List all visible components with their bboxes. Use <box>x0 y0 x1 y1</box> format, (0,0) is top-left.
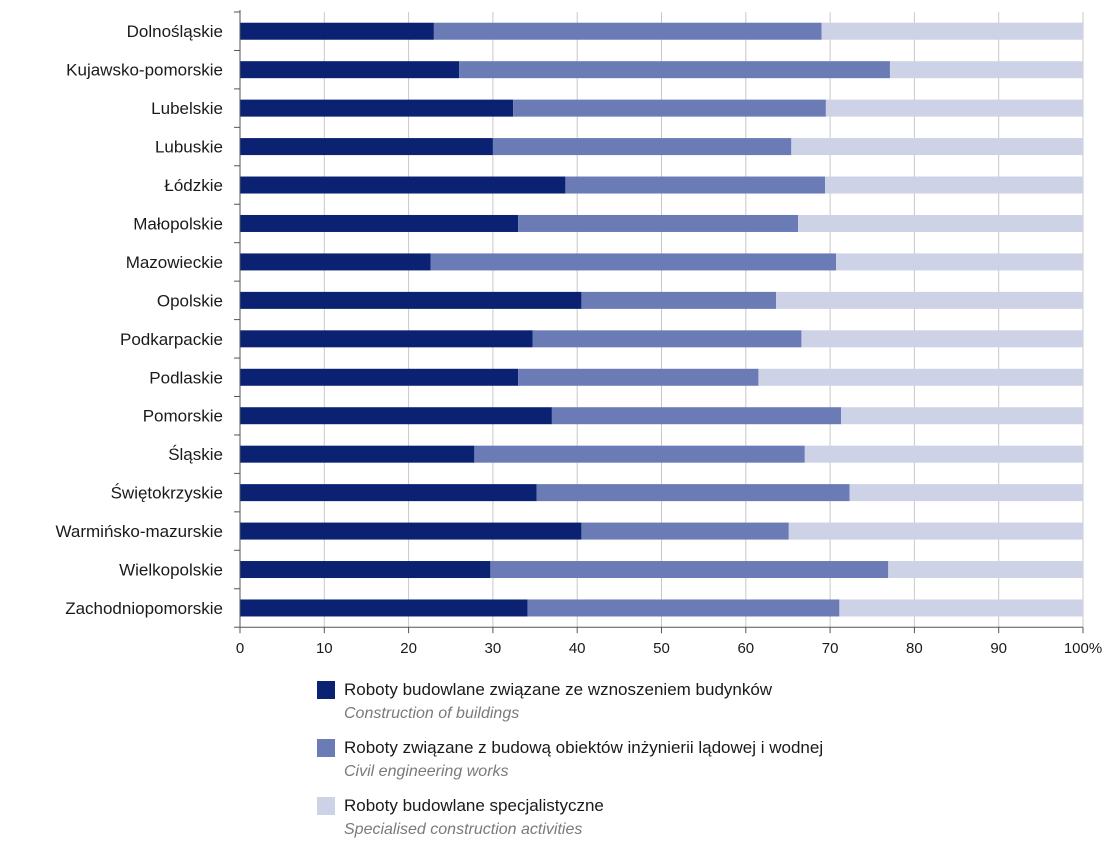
bar-segment-series-1 <box>581 291 777 309</box>
x-tick-labels: 0 10 20 30 40 50 60 70 80 90 100% <box>236 640 1102 657</box>
bar-segment-series-2 <box>888 561 1083 579</box>
bar-segment-series-2 <box>839 599 1083 617</box>
bar-segment-series-2 <box>889 61 1083 79</box>
category-label: Pomorskie <box>143 407 223 426</box>
category-label: Lubelskie <box>151 99 223 118</box>
legend-label-en: Construction of buildings <box>344 705 520 722</box>
legend-label-en: Civil engineering works <box>344 763 509 780</box>
bar-segment-series-0 <box>240 407 552 425</box>
bar-segment-series-2 <box>776 291 1083 309</box>
bar-segment-series-0 <box>240 22 434 40</box>
bar-segment-series-1 <box>581 522 789 540</box>
legend: Roboty budowlane związane ze wznoszeniem… <box>317 680 1077 854</box>
legend-swatch-buildings <box>317 681 335 699</box>
bar-segment-series-1 <box>551 407 842 425</box>
stacked-bar-chart: Dolnośląskie Kujawsko-pomorskie Lubelskie L… <box>55 10 1102 657</box>
x-tick-label: 30 <box>485 640 502 657</box>
category-label: Kujawsko-pomorskie <box>66 61 223 80</box>
legend-swatch-specialised <box>317 797 335 815</box>
bar-segment-series-0 <box>240 176 566 194</box>
bar-segment-series-1 <box>518 214 799 232</box>
legend-item-specialised: Roboty budowlane specjalistyczne Special… <box>317 796 1077 854</box>
bars <box>240 22 1083 617</box>
category-label: Śląskie <box>168 445 223 464</box>
category-label: Łódzkie <box>164 176 223 195</box>
bar-segment-series-0 <box>240 253 431 271</box>
category-label: Warmińsko-mazurskie <box>55 522 223 541</box>
bar-segment-series-2 <box>821 22 1083 40</box>
legend-swatch-civil <box>317 739 335 757</box>
bar-segment-series-0 <box>240 561 491 579</box>
x-tick-label: 20 <box>400 640 417 657</box>
legend-label-pl: Roboty związane z budową obiektów inżyni… <box>344 738 824 757</box>
bar-segment-series-2 <box>825 176 1083 194</box>
bar-segment-series-1 <box>532 330 802 348</box>
category-label: Wielkopolskie <box>119 561 223 580</box>
x-tick-label: 50 <box>653 640 670 657</box>
legend-label-en: Specialised construction activities <box>344 821 583 838</box>
legend-label-pl: Roboty budowlane związane ze wznoszeniem… <box>344 680 773 699</box>
x-tick-label: 90 <box>990 640 1007 657</box>
bar-segment-series-1 <box>433 22 822 40</box>
x-tick-label: 70 <box>822 640 839 657</box>
legend-item-buildings: Roboty budowlane związane ze wznoszeniem… <box>317 680 1077 738</box>
bar-segment-series-2 <box>791 138 1083 156</box>
x-tick-label: 40 <box>569 640 586 657</box>
x-tick-label: 0 <box>236 640 244 657</box>
category-label: Podkarpackie <box>120 330 223 349</box>
bar-segment-series-0 <box>240 214 519 232</box>
bar-segment-series-2 <box>804 445 1083 463</box>
bar-segment-series-0 <box>240 330 533 348</box>
x-tick-label: 60 <box>737 640 754 657</box>
legend-label-pl: Roboty budowlane specjalistyczne <box>344 796 604 815</box>
bar-segment-series-0 <box>240 61 460 79</box>
x-tick-label: 10 <box>316 640 333 657</box>
bar-segment-series-1 <box>459 61 890 79</box>
category-label: Świętokrzyskie <box>111 484 223 503</box>
bar-segment-series-0 <box>240 445 475 463</box>
category-label: Zachodniopomorskie <box>65 599 223 618</box>
category-label: Podlaskie <box>149 368 223 387</box>
bar-segment-series-2 <box>849 484 1083 502</box>
x-tick-label: 100% <box>1064 640 1102 657</box>
bar-segment-series-0 <box>240 368 519 386</box>
bar-segment-series-2 <box>825 99 1083 117</box>
bar-segment-series-0 <box>240 599 528 617</box>
bar-segment-series-0 <box>240 484 537 502</box>
bar-segment-series-1 <box>490 561 889 579</box>
x-tick-label: 80 <box>906 640 923 657</box>
bar-segment-series-1 <box>474 445 805 463</box>
bar-segment-series-1 <box>536 484 850 502</box>
bar-segment-series-1 <box>565 176 826 194</box>
category-label: Opolskie <box>157 291 223 310</box>
bar-segment-series-1 <box>430 253 837 271</box>
bar-segment-series-0 <box>240 138 493 156</box>
category-labels: Dolnośląskie Kujawsko-pomorskie Lubelskie L… <box>55 22 223 618</box>
axes <box>234 10 1084 634</box>
bar-segment-series-0 <box>240 99 514 117</box>
bar-segment-series-1 <box>518 368 759 386</box>
bar-segment-series-2 <box>841 407 1083 425</box>
category-label: Mazowieckie <box>126 253 223 272</box>
bar-segment-series-2 <box>836 253 1083 271</box>
legend-item-civil: Roboty związane z budową obiektów inżyni… <box>317 738 1077 796</box>
bar-segment-series-0 <box>240 522 582 540</box>
bar-segment-series-1 <box>527 599 840 617</box>
category-label: Dolnośląskie <box>127 22 223 41</box>
bar-segment-series-0 <box>240 291 582 309</box>
bar-segment-series-2 <box>758 368 1083 386</box>
bar-segment-series-2 <box>788 522 1083 540</box>
category-label: Małopolskie <box>133 214 223 233</box>
bar-segment-series-2 <box>798 214 1083 232</box>
bar-segment-series-2 <box>801 330 1083 348</box>
category-label: Lubuskie <box>155 138 223 157</box>
bar-segment-series-1 <box>513 99 826 117</box>
bar-segment-series-1 <box>492 138 792 156</box>
